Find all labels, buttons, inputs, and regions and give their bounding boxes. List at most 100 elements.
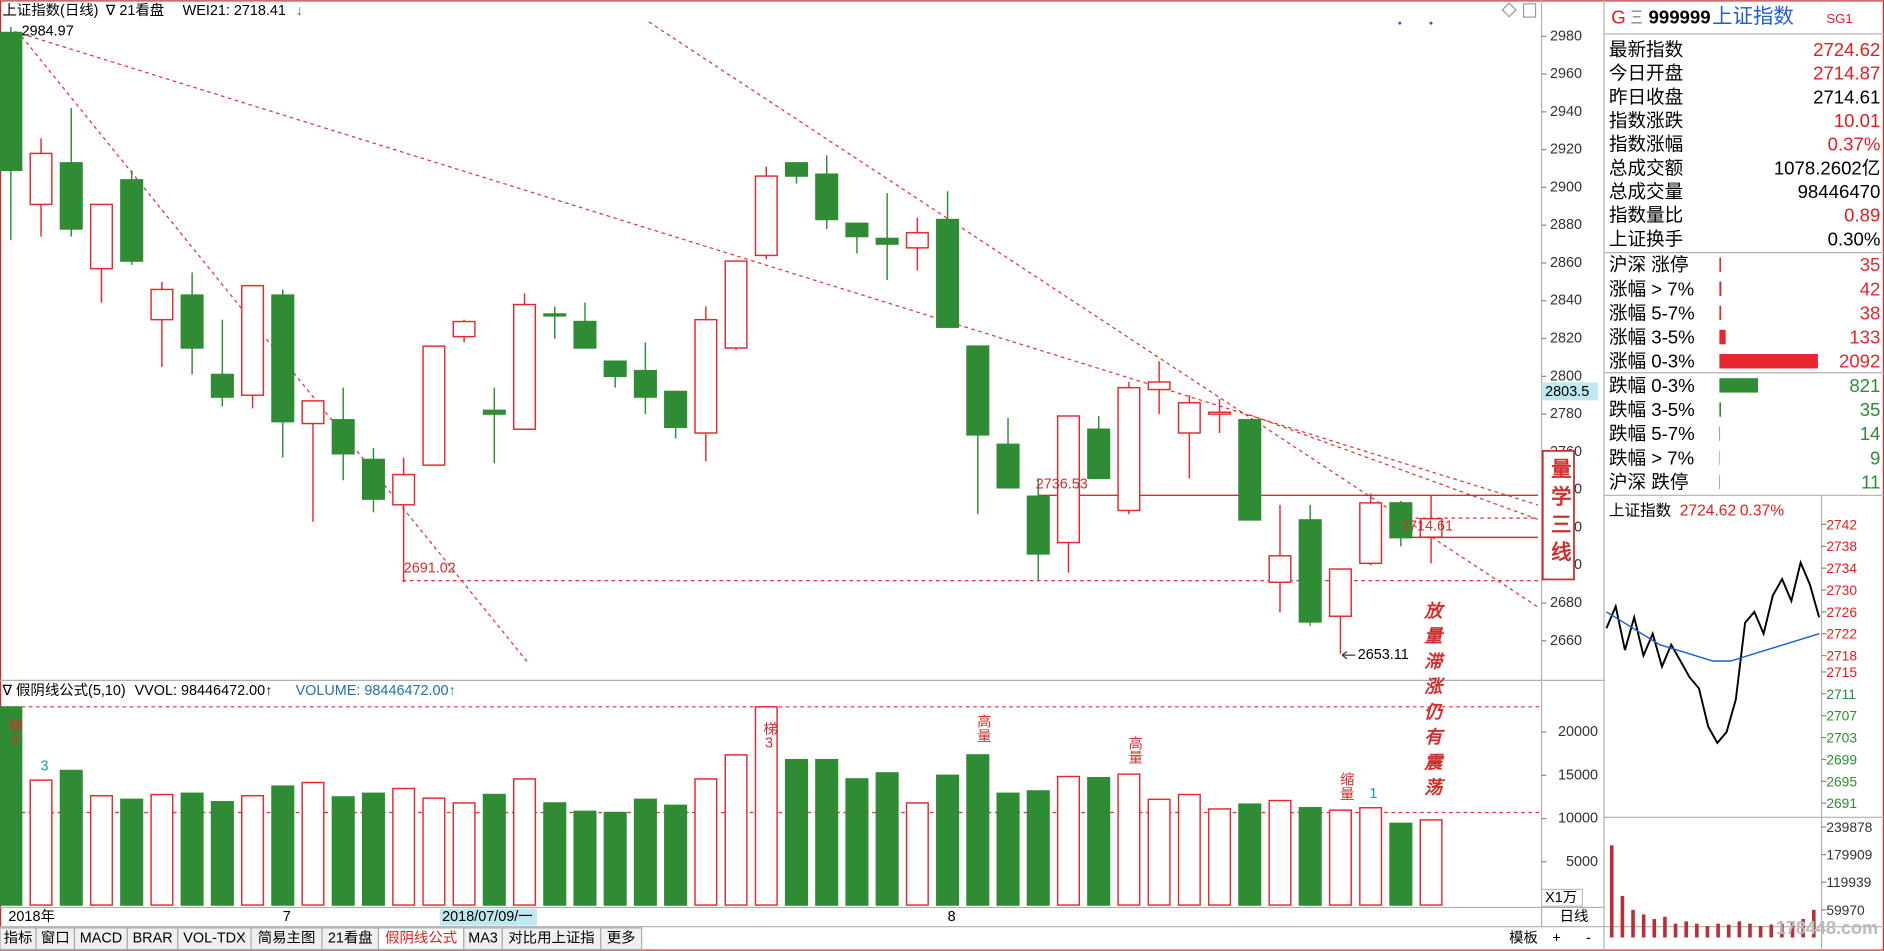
y-tick-label: 2730 (1826, 582, 1857, 598)
breadth-label: 涨幅 > 7% (1609, 278, 1694, 299)
volume-bar (754, 706, 778, 906)
candle-body (694, 318, 718, 434)
y-tick-label: 2840 (1550, 293, 1582, 309)
volume-bar (0, 706, 23, 906)
y-tick-label: 179909 (1826, 847, 1872, 863)
candle-body (1147, 381, 1171, 391)
volume-bar (543, 802, 567, 906)
intraday-title: 上证指数 (1609, 501, 1672, 519)
candle-body (875, 237, 899, 245)
volume-bar (422, 797, 446, 906)
quote-label: 总成交额 (1609, 157, 1684, 178)
volume-bar (1056, 775, 1080, 906)
volume-bar (150, 793, 174, 906)
tab[interactable] (600, 927, 643, 951)
candle-body (815, 173, 839, 221)
breadth-label: 涨幅 0-3% (1609, 351, 1695, 372)
cursor-date: 2018/07/09/一 (442, 909, 533, 925)
breadth-value: 2092 (1839, 351, 1880, 372)
y-tick-label: 2920 (1550, 142, 1582, 158)
tab-label[interactable]: VOL-TDX (183, 931, 246, 947)
icon[interactable] (1522, 3, 1537, 18)
volume-bar (120, 798, 144, 906)
volume-bar (1737, 921, 1742, 938)
y-tick-label: 2738 (1826, 538, 1857, 554)
quote-value: 2724.62 (1813, 39, 1880, 60)
candle-body (996, 443, 1020, 489)
watermark: 178448.com (1776, 918, 1878, 938)
y-tick-label: 2980 (1550, 28, 1582, 44)
quote-panel: G Ξ 999999 上证指数 SG1 最新指数 2724.62 今日开盘 2714.… (1609, 5, 1881, 492)
unit-label: X1万 (1545, 890, 1577, 906)
candle-body (271, 294, 295, 423)
volume-bar (996, 792, 1020, 906)
quote-value: 2714.87 (1813, 63, 1880, 84)
quote-tag: SG1 (1826, 11, 1852, 26)
volume-bar (1790, 921, 1795, 938)
candle-body (0, 31, 23, 172)
breadth-bar (1719, 257, 1722, 272)
volume-bar (875, 772, 899, 906)
zoom-out[interactable]: - (1586, 931, 1591, 947)
candle-body (210, 373, 234, 398)
tab-label[interactable]: 简易主图 (258, 930, 316, 947)
volume-annotation: 高量 (975, 714, 991, 743)
quote-value: 98446470 (1798, 181, 1881, 202)
tab-label[interactable]: MA3 (468, 931, 498, 947)
intraday-change: 0.37% (1740, 502, 1784, 519)
marks: 2660268027002720274027602780280028202840… (0, 26, 1873, 951)
volume-bar (1609, 845, 1614, 938)
breadth-value: 38 (1860, 302, 1881, 323)
y-tick-label: 2900 (1550, 179, 1582, 195)
icon[interactable] (1501, 2, 1517, 18)
candle-body (664, 390, 688, 429)
volume-bar (89, 795, 114, 906)
volume-bar (1328, 809, 1352, 906)
candle-body (392, 473, 416, 506)
y-tick-label: 2703 (1826, 730, 1857, 746)
quote-value: 10.01 (1834, 110, 1881, 131)
tab-label[interactable]: 对比用上证指 (508, 930, 594, 947)
breadth-value: 14 (1860, 423, 1881, 444)
quote-code: 999999 (1649, 7, 1711, 28)
volume-bar (1652, 919, 1657, 938)
tab-label[interactable]: 21看盘 (328, 929, 373, 947)
tab-label[interactable]: 假阴线公式 (385, 930, 457, 947)
breadth-label: 沪深 跌停 (1609, 471, 1689, 492)
candle-body (1389, 502, 1413, 539)
period[interactable]: 日线 (1560, 908, 1589, 925)
tab-label[interactable]: MACD (80, 931, 122, 947)
arrow (1341, 651, 1348, 660)
y-tick-label: 2860 (1550, 255, 1582, 271)
quote-label: 指数涨幅 (1609, 134, 1683, 155)
volume-bar (1268, 799, 1292, 906)
candle-body (724, 260, 748, 349)
candle-body (1177, 402, 1201, 434)
volume-bar (815, 758, 839, 906)
y-tick-label: 20000 (1558, 724, 1598, 740)
y-tick-label: 15000 (1558, 767, 1598, 783)
y-tick-label: 2699 (1826, 751, 1857, 767)
tab-label[interactable]: 指标 (4, 930, 33, 947)
quote-menu[interactable]: Ξ (1630, 7, 1642, 28)
volume-bar (59, 769, 83, 906)
template-button[interactable]: 模板 (1509, 929, 1538, 947)
tab-label[interactable]: 更多 (607, 930, 636, 947)
quote-flag: G (1611, 7, 1625, 28)
candle-body (1268, 555, 1292, 583)
y-tick-label: 2660 (1550, 633, 1582, 649)
volume-bar (1389, 822, 1413, 906)
tab-label[interactable]: BRAR (133, 931, 173, 947)
candle-body (59, 162, 83, 230)
quote-label: 总成交量 (1609, 181, 1683, 202)
tab-label[interactable]: 窗口 (41, 929, 70, 947)
volume-bar (392, 787, 416, 906)
volume-bar (1359, 807, 1383, 906)
breadth-label: 跌幅 3-5% (1609, 399, 1695, 420)
y-tick-label: 2960 (1550, 66, 1582, 82)
volume-bar (905, 802, 929, 906)
quote-name: 上证指数 (1712, 5, 1794, 28)
candle-body (1419, 518, 1443, 538)
zoom-in[interactable]: + (1552, 931, 1560, 947)
